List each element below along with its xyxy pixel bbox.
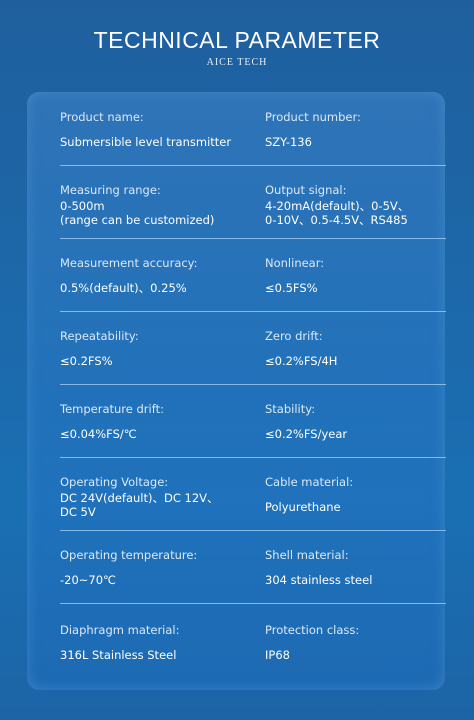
parameter-label: Product number: [265,110,361,124]
parameter-row: Diaphragm material: 316L Stainless Steel… [60,605,446,678]
parameter-label: Operating Voltage: [60,475,169,489]
parameter-label: Measurement accuracy: [60,256,198,270]
value-line: 4-20mA(default)、0-5V、 [265,199,410,213]
parameter-row: Temperature drift: ≤0.04%FS/℃ Stability:… [60,384,446,458]
value-line: ≤0.2FS% [60,354,113,368]
parameter-value: ≤0.2%FS/4H [265,354,337,368]
brand-subtitle: AICE TECH [206,57,268,68]
value-line: DC 5V [60,505,96,519]
value-line: Polyurethane [265,500,341,514]
value-line: 316L Stainless Steel [60,648,177,662]
parameter-row: Measuring range: 0-500m (range can be cu… [60,165,446,239]
parameter-label: Temperature drift: [60,402,164,416]
parameter-value: ≤0.2%FS/year [265,427,347,441]
parameter-value: ≤0.2FS% [60,354,113,368]
parameter-label: Protection class: [265,623,360,637]
parameter-row: Operating Voltage: DC 24V(default)、DC 12… [60,457,446,531]
parameter-label: Repeatability: [60,329,139,343]
parameter-value: 0-500m (range can be customized) [60,199,214,227]
parameter-value: ≤0.5FS% [265,281,318,295]
parameter-row: Product name: Submersible level transmit… [60,92,446,166]
value-line: ≤0.2%FS/year [265,427,348,441]
value-line: 0-500m [60,199,105,213]
parameter-label: Stability: [265,402,316,416]
parameter-label: Nonlinear: [265,256,325,270]
parameter-value: SZY-136 [265,135,312,149]
value-line: DC 24V(default)、DC 12V、 [60,491,219,505]
parameter-label: Operating temperature: [60,548,198,562]
value-line: ≤0.5FS% [265,281,318,295]
parameter-label: Zero drift: [265,329,323,343]
parameter-label: Measuring range: [60,183,161,197]
parameter-value: Submersible level transmitter [60,135,231,149]
parameter-value: DC 24V(default)、DC 12V、 DC 5V [60,491,219,519]
parameter-label: Output signal: [265,183,347,197]
parameter-value: 4-20mA(default)、0-5V、 0-10V、0.5-4.5V、RS4… [265,199,409,227]
parameter-label: Shell material: [265,548,349,562]
parameter-label: Cable material: [265,475,354,489]
value-line: -20~70℃ [60,573,116,587]
page-title: TECHNICAL PARAMETER [93,27,381,53]
parameter-value: ≤0.04%FS/℃ [60,427,137,441]
parameter-value: 304 stainless steel [265,573,372,587]
value-line: IP68 [265,648,290,662]
parameter-row: Measurement accuracy: 0.5%(default)、0.25… [60,238,446,312]
parameter-panel: Product name: Submersible level transmit… [27,92,446,690]
value-line: 304 stainless steel [265,573,373,587]
value-line: ≤0.2%FS/4H [265,354,338,368]
parameter-label: Diaphragm material: [60,623,180,637]
value-line: 0.5%(default)、0.25% [60,281,187,295]
value-line: SZY-136 [265,135,312,149]
value-line: 0-10V、0.5-4.5V、RS485 [265,213,408,227]
value-line: ≤0.04%FS/℃ [60,427,137,441]
parameter-value: IP68 [265,648,290,662]
value-line: Submersible level transmitter [60,135,232,149]
parameter-row: Repeatability: ≤0.2FS% Zero drift: ≤0.2%… [60,311,446,385]
parameter-value: 316L Stainless Steel [60,648,176,662]
parameter-value: 0.5%(default)、0.25% [60,281,187,295]
parameter-label: Product name: [60,110,144,124]
parameter-value: Polyurethane [265,500,341,514]
parameter-value: -20~70℃ [60,573,116,587]
parameter-row: Operating temperature: -20~70℃ Shell mat… [60,530,446,604]
value-line: (range can be customized) [60,213,215,227]
